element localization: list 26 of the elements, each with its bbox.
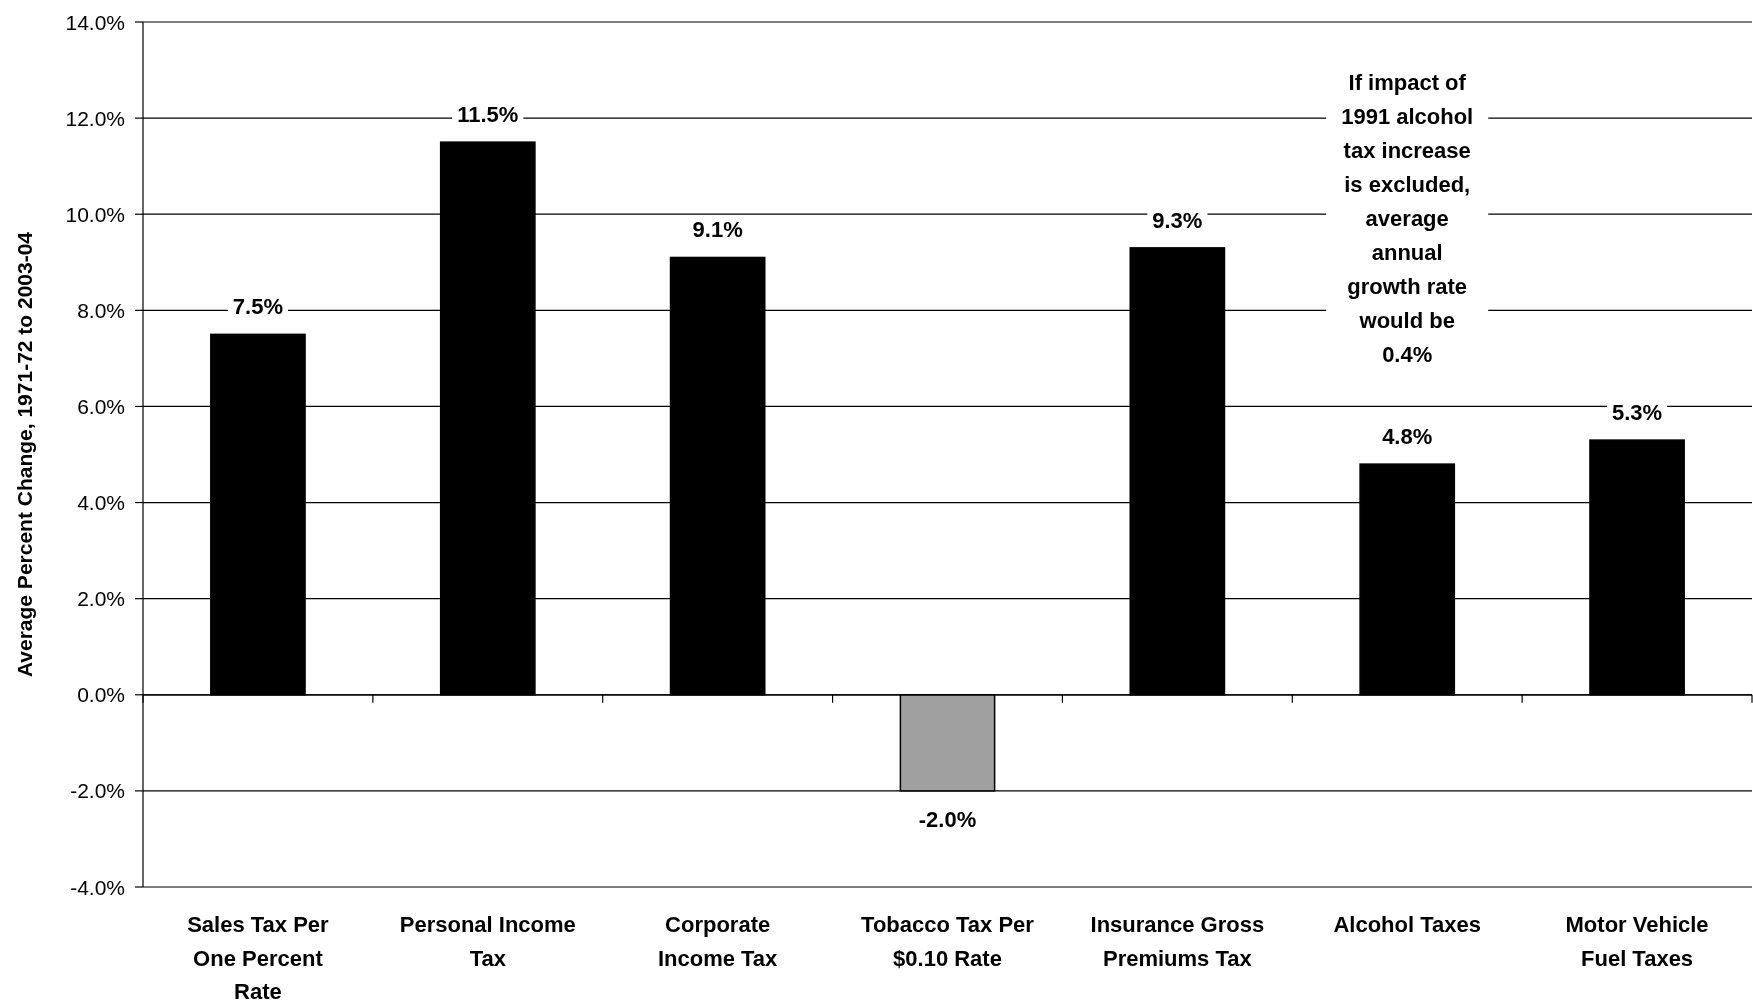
data-label: 5.3%	[1611, 399, 1663, 425]
text: If impact of 1991 alcohol tax increase is excluded, average annual growth rate would be 0.4%	[1341, 69, 1474, 367]
y-tick-label: 2.0%	[77, 587, 125, 611]
y-tick-label: 12.0%	[65, 106, 125, 130]
x-tick-label: Motor Vehicle Fuel Taxes	[1565, 911, 1709, 970]
y-tick-label: 4.0%	[77, 491, 125, 515]
y-tick-label: 0.0%	[77, 683, 125, 707]
y-tick-label: 6.0%	[77, 394, 125, 418]
x-tick-label: Tobacco Tax Per $0.10 Rate	[861, 911, 1035, 970]
x-tick-label: Insurance Gross Premiums Tax	[1090, 911, 1265, 970]
y-tick-label: -2.0%	[70, 779, 125, 803]
y-tick-label: 8.0%	[77, 298, 125, 322]
x-tick-label: Corporate Income Tax	[657, 911, 779, 970]
y-tick-label: -4.0%	[70, 875, 125, 899]
x-tick-label: Personal Income Tax	[399, 911, 576, 970]
data-label: 11.5%	[457, 101, 519, 127]
data-label: -2.0%	[918, 806, 977, 832]
x-tick-label: Sales Tax Per One Percent Rate	[187, 911, 330, 1003]
y-tick-label: 14.0%	[65, 10, 125, 34]
data-label: 7.5%	[232, 293, 284, 319]
x-tick-label: Alcohol Taxes	[1333, 911, 1481, 937]
data-label: 4.8%	[1382, 423, 1433, 449]
data-label: 9.1%	[692, 216, 743, 242]
data-label: 9.3%	[1152, 207, 1203, 233]
y-axis-title: Average Percent Change, 1971-72 to 2003-04	[12, 231, 36, 678]
y-tick-label: 10.0%	[65, 202, 125, 226]
